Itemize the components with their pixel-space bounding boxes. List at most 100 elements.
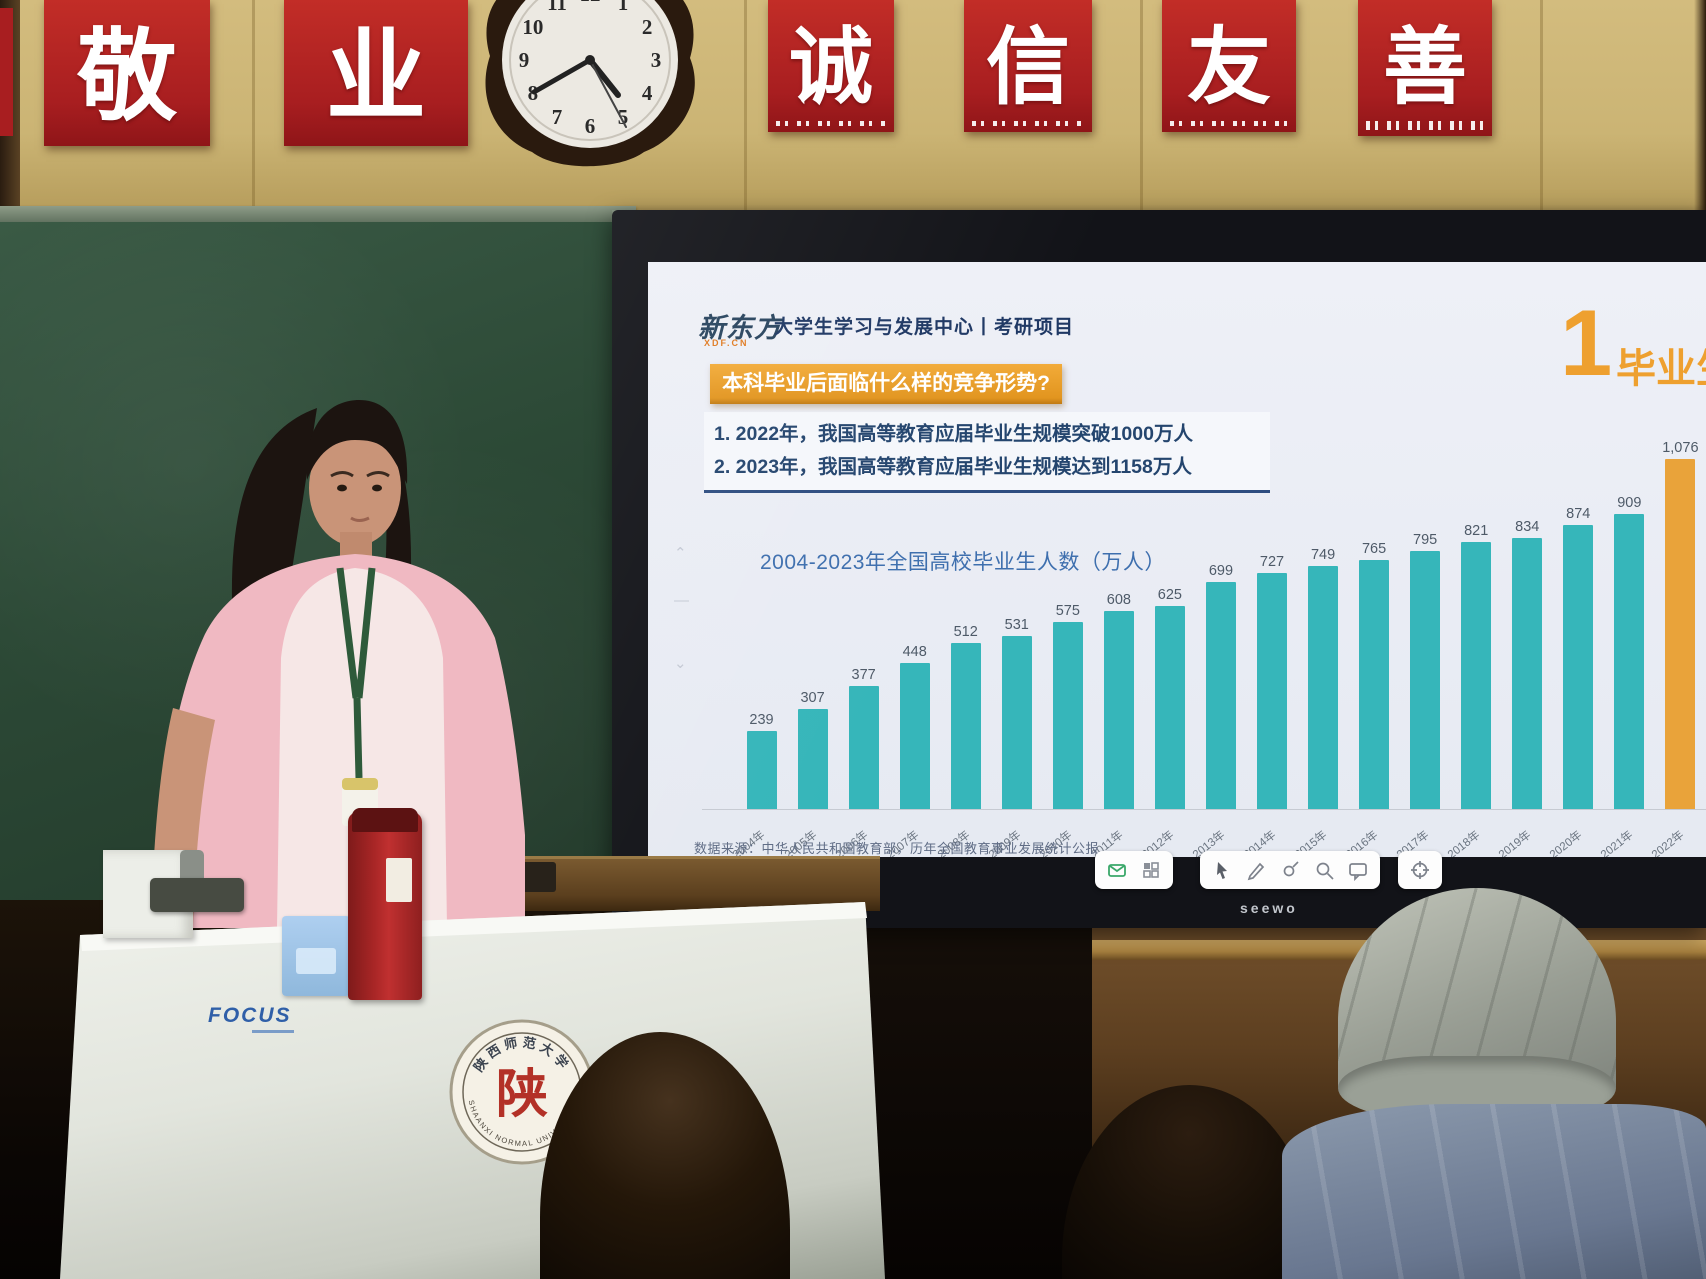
student-jacket: [1282, 1104, 1706, 1279]
chevron-down-icon: ⌄: [674, 655, 687, 672]
bar: [1665, 459, 1696, 809]
svg-text:3: 3: [651, 48, 662, 72]
bar-value: 909: [1617, 494, 1642, 511]
bar-col: 795 2017年: [1395, 428, 1451, 857]
bar-value: 727: [1259, 553, 1285, 570]
key-points-box: 1. 2022年，我国高等教育应届毕业生规模突破1000万人 2. 2023年，我…: [704, 412, 1270, 493]
svg-text:7: 7: [552, 105, 563, 129]
crosshair-icon[interactable]: [1408, 858, 1432, 882]
plug: [180, 850, 204, 882]
bar-value: 377: [851, 667, 876, 684]
bar-col: 512 2008年: [935, 428, 991, 857]
section-number: 1: [1560, 290, 1613, 395]
x-tick-label: 2018年: [1445, 829, 1483, 857]
wall-seam: [1540, 0, 1543, 222]
clock-face: [502, 0, 678, 148]
bar: [950, 642, 981, 809]
teacher-eyebrow: [330, 471, 354, 478]
wall-seam: [744, 0, 747, 222]
bar-value: 625: [1157, 586, 1182, 603]
bar-value: 307: [800, 690, 825, 707]
clock-center: [585, 55, 595, 65]
wall-clock: 123456789101112: [485, 0, 695, 167]
svg-text:1: 1: [618, 0, 629, 15]
laser-icon[interactable]: [1278, 858, 1302, 882]
placard-character: 业: [326, 17, 426, 135]
bar: [1001, 636, 1032, 809]
placard-edge: [0, 8, 13, 136]
bar-value: 749: [1310, 546, 1336, 563]
search-icon[interactable]: [1312, 858, 1336, 882]
question-title: 本科毕业后面临什么样的竞争形势?: [710, 364, 1062, 404]
svg-text:10: 10: [522, 15, 543, 39]
bar-value: 512: [953, 623, 978, 640]
teacher-eye: [372, 484, 382, 492]
teacher-eye: [337, 484, 347, 492]
bar-col: 377 2006年: [833, 428, 889, 857]
placard-character: 善: [1382, 17, 1467, 116]
floor-shadow-mid: [862, 898, 1092, 1279]
toolbar-group: [1095, 851, 1173, 889]
chart-title: 2004-2023年全国高校毕业生人数（万人）: [760, 551, 1166, 574]
wall-seam: [252, 0, 255, 222]
svg-text:9: 9: [519, 48, 530, 72]
bar-col: 699 2013年: [1191, 428, 1246, 857]
placard-业: 业: [284, 0, 468, 146]
bar-col: 874 2020年: [1548, 428, 1604, 857]
focus-brand: FOCUS: [208, 1004, 292, 1027]
placard-character: 信: [985, 17, 1070, 116]
power-strip: [150, 878, 244, 912]
focus-underline: [252, 1030, 294, 1033]
bar-value: 834: [1515, 518, 1540, 535]
thermos-lid: [352, 808, 418, 832]
bar: [1103, 611, 1134, 809]
teacher-hair-top: [306, 400, 408, 484]
clock-ring: [509, 0, 671, 141]
thermos-label: [386, 858, 412, 902]
bar-col: 749 2015年: [1293, 428, 1349, 857]
bar-value: 239: [749, 712, 774, 729]
bar-value: 1,076: [1662, 440, 1699, 457]
bar-chart: 239 2004年 307 2005年 377 2006年 448 2007年 512 2008年…: [731, 428, 1706, 857]
placard-诚: 诚: [768, 0, 894, 132]
lanyard: [336, 567, 376, 779]
bar-value: 608: [1106, 592, 1131, 609]
placard-善: 善: [1358, 0, 1492, 136]
bar-col: 834 2019年: [1497, 428, 1553, 857]
bar: [1563, 524, 1594, 809]
cursor-icon[interactable]: [1210, 858, 1234, 882]
mail-icon[interactable]: [1105, 858, 1129, 882]
dash-icon: —: [674, 592, 689, 609]
clock-numerals: 123456789101112: [519, 0, 662, 138]
slide-header: 大学生学习与发展中心丨考研项目: [774, 317, 1075, 338]
x-tick-label: 2019年: [1496, 829, 1534, 857]
bar-value: 699: [1208, 562, 1234, 579]
bar-col: 1,076 2022年: [1650, 428, 1706, 857]
bar-value: 531: [1004, 617, 1029, 634]
comment-icon[interactable]: [1346, 858, 1370, 882]
placard-pattern: [775, 121, 887, 126]
xdf-logo: 新东方: [698, 313, 782, 343]
bar: [1205, 581, 1236, 809]
point-item: 2. 2023年，我国高等教育应届毕业生规模达到1158万人: [714, 456, 1192, 478]
x-axis: [702, 809, 1706, 810]
placard-character: 敬: [77, 17, 177, 135]
pen-icon[interactable]: [1244, 858, 1268, 882]
placard-character: 诚: [788, 17, 873, 116]
bar: [1256, 572, 1287, 809]
bar: [1512, 537, 1543, 809]
placard-character: 友: [1186, 17, 1271, 116]
bar: [1308, 565, 1339, 809]
minute-hand: [531, 57, 593, 95]
placard-敬: 敬: [44, 0, 210, 146]
point-item: 1. 2022年，我国高等教育应届毕业生规模突破1000万人: [714, 423, 1193, 445]
chevron-up-icon: ⌃: [674, 545, 687, 562]
svg-text:12: 12: [580, 0, 601, 6]
bar-col: 821 2018年: [1446, 428, 1502, 857]
bar-value: 795: [1413, 531, 1438, 548]
grid-icon[interactable]: [1139, 858, 1163, 882]
bar-col: 727 2014年: [1242, 428, 1297, 857]
placard-pattern: [971, 121, 1085, 126]
x-tick-label: 2021年: [1599, 829, 1636, 857]
bar-col: 765 2016年: [1344, 428, 1400, 857]
